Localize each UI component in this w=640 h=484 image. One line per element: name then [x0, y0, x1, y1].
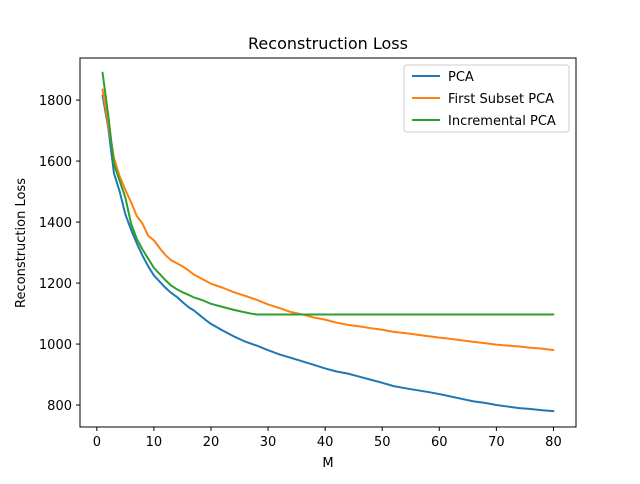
chart-title: Reconstruction Loss [248, 34, 408, 53]
y-tick-label: 1800 [39, 94, 72, 109]
x-tick-label: 80 [545, 435, 562, 450]
y-tick-label: 1600 [39, 155, 72, 170]
y-axis-label: Reconstruction Loss [14, 178, 29, 308]
y-tick-label: 1200 [39, 277, 72, 292]
x-tick-label: 20 [203, 435, 220, 450]
x-tick-label: 70 [488, 435, 505, 450]
x-tick-label: 30 [260, 435, 277, 450]
plot-area [101, 71, 555, 413]
x-tick-label: 50 [374, 435, 391, 450]
series-line-1 [101, 94, 555, 413]
x-axis-label: M [322, 456, 333, 471]
series-line-3 [101, 71, 555, 316]
legend-label-1: PCA [448, 70, 474, 85]
legend-box [403, 64, 570, 133]
x-tick-label: 0 [93, 435, 101, 450]
y-tick-label: 1400 [39, 216, 72, 231]
series-line-2 [101, 88, 555, 352]
plot-frame [79, 57, 577, 428]
x-tick-label: 60 [431, 435, 448, 450]
legend: PCA First Subset PCA Incremental PCA [403, 64, 570, 133]
legend-label-3: Incremental PCA [448, 114, 556, 129]
axes: 0 10 20 30 40 50 60 70 80 800 1000 1200 1400 1600 1800 [39, 57, 577, 450]
y-tick-label: 1000 [39, 338, 72, 353]
x-tick-label: 40 [317, 435, 334, 450]
legend-label-2: First Subset PCA [448, 92, 554, 107]
y-tick-label: 800 [47, 399, 72, 414]
x-tick-label: 10 [146, 435, 163, 450]
